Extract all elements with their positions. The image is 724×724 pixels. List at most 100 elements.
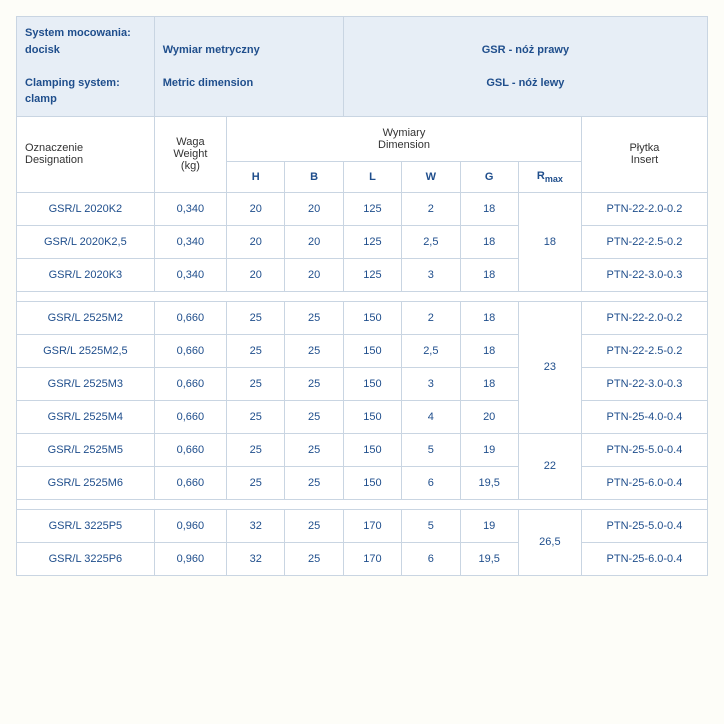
B-cell: 25	[285, 367, 343, 400]
weight-header: Waga Weight (kg)	[154, 116, 226, 192]
G-cell: 18	[460, 367, 518, 400]
designation-cell: GSR/L 3225P6	[17, 542, 155, 575]
weight-cell: 0,660	[154, 301, 226, 334]
weight-cell: 0,660	[154, 400, 226, 433]
G-cell: 19	[460, 509, 518, 542]
Rmax-cell: 22	[518, 433, 581, 499]
W-cell: 2,5	[402, 225, 460, 258]
tool-table: System mocowania: docisk Clamping system…	[16, 16, 708, 576]
H-cell: 25	[227, 334, 285, 367]
L-cell: 150	[343, 433, 401, 466]
table-row: GSR/L 2525M40,6602525150420PTN-25-4.0-0.…	[17, 400, 708, 433]
L-cell: 150	[343, 466, 401, 499]
designation-cell: GSR/L 2525M4	[17, 400, 155, 433]
insert-cell: PTN-22-2.5-0.2	[581, 334, 707, 367]
weight-cell: 0,960	[154, 509, 226, 542]
L-cell: 125	[343, 225, 401, 258]
Rmax-cell: 18	[518, 192, 581, 291]
designation-cell: GSR/L 2525M2,5	[17, 334, 155, 367]
col-L: L	[343, 161, 401, 192]
B-cell: 20	[285, 192, 343, 225]
col-G: G	[460, 161, 518, 192]
gsl-label: GSL - nóż lewy	[486, 77, 564, 89]
insert-header: Płytka Insert	[581, 116, 707, 192]
H-cell: 32	[227, 509, 285, 542]
W-cell: 3	[402, 367, 460, 400]
top-header-row: System mocowania: docisk Clamping system…	[17, 17, 708, 117]
L-cell: 150	[343, 367, 401, 400]
table-row: GSR/L 2525M2,50,66025251502,518PTN-22-2.…	[17, 334, 708, 367]
clamping-en: Clamping system: clamp	[25, 77, 120, 106]
G-cell: 18	[460, 301, 518, 334]
H-cell: 25	[227, 367, 285, 400]
table-row: GSR/L 2525M20,660252515021823PTN-22-2.0-…	[17, 301, 708, 334]
H-cell: 25	[227, 466, 285, 499]
L-cell: 125	[343, 258, 401, 291]
weight-cell: 0,660	[154, 334, 226, 367]
insert-cell: PTN-22-2.5-0.2	[581, 225, 707, 258]
Rmax-cell: 26,5	[518, 509, 581, 575]
W-cell: 2,5	[402, 334, 460, 367]
W-cell: 6	[402, 466, 460, 499]
designation-cell: GSR/L 2020K2,5	[17, 225, 155, 258]
B-cell: 25	[285, 301, 343, 334]
B-cell: 25	[285, 509, 343, 542]
insert-cell: PTN-22-2.0-0.2	[581, 192, 707, 225]
designation-cell: GSR/L 2525M6	[17, 466, 155, 499]
W-cell: 5	[402, 509, 460, 542]
weight-cell: 0,660	[154, 367, 226, 400]
insert-cell: PTN-22-2.0-0.2	[581, 301, 707, 334]
insert-cell: PTN-25-6.0-0.4	[581, 542, 707, 575]
L-cell: 150	[343, 334, 401, 367]
insert-cell: PTN-25-5.0-0.4	[581, 509, 707, 542]
H-cell: 32	[227, 542, 285, 575]
weight-cell: 0,960	[154, 542, 226, 575]
B-cell: 25	[285, 542, 343, 575]
G-cell: 19,5	[460, 542, 518, 575]
H-cell: 25	[227, 433, 285, 466]
knife-direction-header: GSR - nóż prawy GSL - nóż lewy	[343, 17, 707, 117]
G-cell: 18	[460, 258, 518, 291]
weight-cell: 0,660	[154, 433, 226, 466]
table-row: GSR/L 2020K2,50,34020201252,518PTN-22-2.…	[17, 225, 708, 258]
insert-cell: PTN-22-3.0-0.3	[581, 258, 707, 291]
designation-header: Oznaczenie Designation	[17, 116, 155, 192]
designation-cell: GSR/L 3225P5	[17, 509, 155, 542]
metric-en: Metric dimension	[163, 77, 253, 89]
H-cell: 20	[227, 192, 285, 225]
table-row: GSR/L 2525M30,6602525150318PTN-22-3.0-0.…	[17, 367, 708, 400]
G-cell: 19,5	[460, 466, 518, 499]
H-cell: 20	[227, 225, 285, 258]
L-cell: 170	[343, 542, 401, 575]
column-header-row-1: Oznaczenie Designation Waga Weight (kg) …	[17, 116, 708, 161]
col-B: B	[285, 161, 343, 192]
B-cell: 25	[285, 334, 343, 367]
table-row: GSR/L 2020K30,3402020125318PTN-22-3.0-0.…	[17, 258, 708, 291]
insert-cell: PTN-22-3.0-0.3	[581, 367, 707, 400]
L-cell: 150	[343, 301, 401, 334]
clamping-pl: System mocowania: docisk	[25, 27, 131, 56]
W-cell: 3	[402, 258, 460, 291]
table-row: GSR/L 3225P60,9603225170619,5PTN-25-6.0-…	[17, 542, 708, 575]
insert-cell: PTN-25-5.0-0.4	[581, 433, 707, 466]
B-cell: 25	[285, 400, 343, 433]
W-cell: 5	[402, 433, 460, 466]
G-cell: 18	[460, 225, 518, 258]
designation-cell: GSR/L 2525M2	[17, 301, 155, 334]
L-cell: 125	[343, 192, 401, 225]
designation-cell: GSR/L 2020K2	[17, 192, 155, 225]
H-cell: 25	[227, 301, 285, 334]
B-cell: 25	[285, 433, 343, 466]
H-cell: 25	[227, 400, 285, 433]
G-cell: 18	[460, 334, 518, 367]
W-cell: 2	[402, 192, 460, 225]
G-cell: 18	[460, 192, 518, 225]
G-cell: 19	[460, 433, 518, 466]
metric-dimension-header: Wymiar metryczny Metric dimension	[154, 17, 343, 117]
col-Rmax: Rmax	[518, 161, 581, 192]
group-gap-row	[17, 499, 708, 509]
designation-cell: GSR/L 2020K3	[17, 258, 155, 291]
B-cell: 20	[285, 225, 343, 258]
col-H: H	[227, 161, 285, 192]
weight-cell: 0,340	[154, 225, 226, 258]
